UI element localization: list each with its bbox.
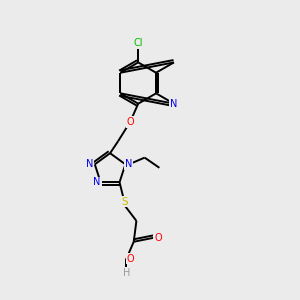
Text: O: O <box>126 117 134 127</box>
Text: Cl: Cl <box>134 38 143 48</box>
Text: N: N <box>170 99 178 109</box>
Text: N: N <box>86 159 94 169</box>
Text: O: O <box>154 233 162 243</box>
Text: N: N <box>94 177 101 187</box>
Text: S: S <box>121 196 128 207</box>
Text: N: N <box>125 159 133 169</box>
Text: O: O <box>126 254 134 264</box>
Text: H: H <box>123 268 130 278</box>
